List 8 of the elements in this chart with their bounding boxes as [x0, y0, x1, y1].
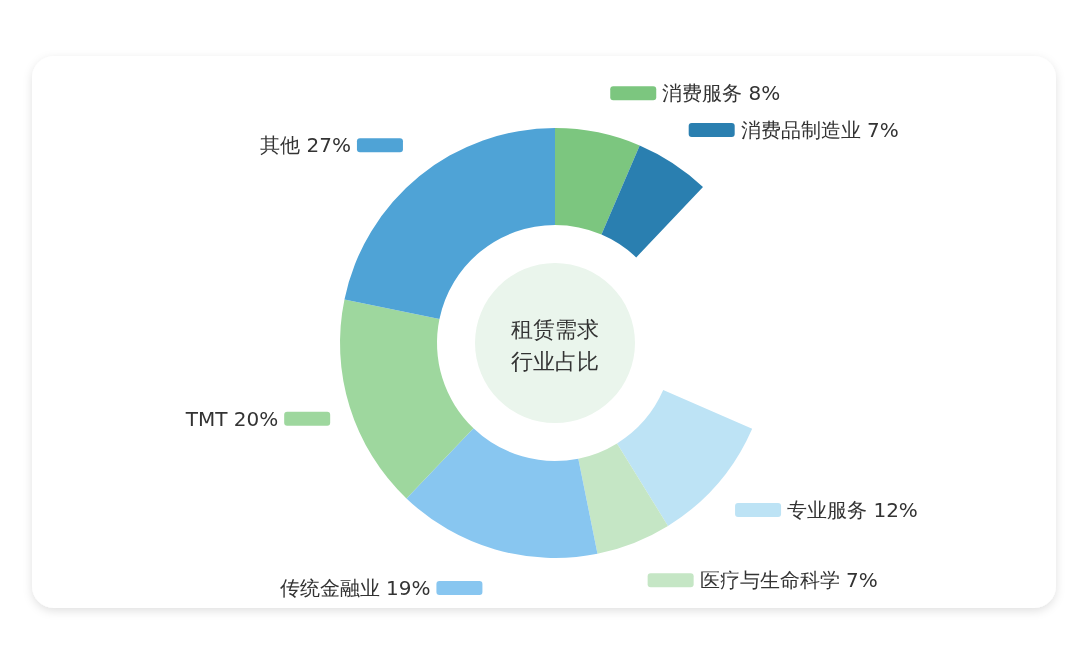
legend-label: 消费服务 8% — [662, 81, 781, 106]
legend-label: 消费品制造业 7% — [740, 117, 899, 142]
legend-label: 专业服务 12% — [787, 497, 918, 522]
text: 租赁需求行业占比 — [511, 317, 599, 374]
legend-label: 医疗与生命科学 7% — [699, 568, 878, 593]
slice-label: 其他 27% — [260, 133, 351, 158]
slice-label: TMT 20% — [184, 406, 279, 431]
slice-label: 传统金融业 19% — [279, 575, 431, 600]
